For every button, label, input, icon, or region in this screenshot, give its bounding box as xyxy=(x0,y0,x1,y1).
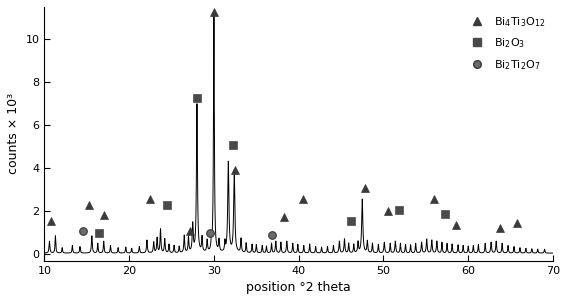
X-axis label: position °2 theta: position °2 theta xyxy=(246,281,351,294)
Legend: Bi$_4$Ti$_3$O$_{12}$, Bi$_2$O$_3$, Bi$_2$Ti$_2$O$_7$: Bi$_4$Ti$_3$O$_{12}$, Bi$_2$O$_3$, Bi$_2… xyxy=(464,13,547,74)
Y-axis label: counts × 10³: counts × 10³ xyxy=(7,93,20,174)
